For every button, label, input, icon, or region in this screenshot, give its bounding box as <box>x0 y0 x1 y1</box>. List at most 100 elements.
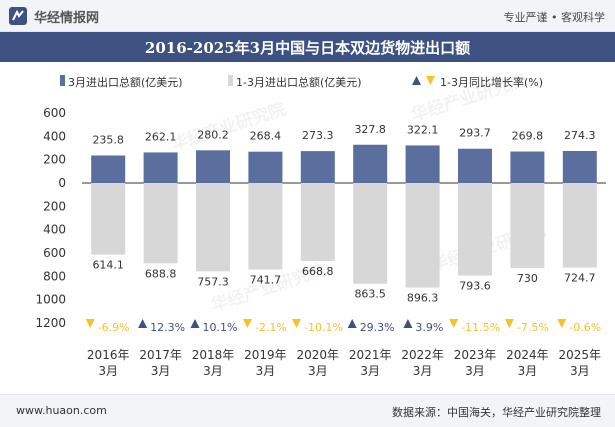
growth-labels: -6.9% 12.3% 10.1% -2.1% -10.1% 29.3% 3.9% -11.5… <box>85 319 601 334</box>
data-label-ytd: 668.8 <box>302 265 334 278</box>
x-tick-label-line: 2022年 <box>401 348 444 362</box>
data-label-month: 293.7 <box>459 127 491 140</box>
data-label-month: 322.1 <box>407 123 439 136</box>
huajing-logo-icon <box>9 7 27 25</box>
growth-label: -11.5% <box>461 321 500 334</box>
bar-ytd <box>143 183 178 264</box>
bars <box>91 144 597 288</box>
data-label-ytd: 793.6 <box>459 280 491 293</box>
title-bar: 2016-2025年3月中国与日本双边货物进出口额 <box>0 32 615 62</box>
legend-label-growth: 1-3月同比增长率(%) <box>440 76 544 89</box>
data-label-ytd: 730 <box>517 272 538 285</box>
x-tick-label: 2017年 3月 <box>139 348 182 378</box>
bar-ytd <box>510 183 545 269</box>
x-tick-label: 2020年 3月 <box>297 348 340 378</box>
bar-month <box>248 151 283 183</box>
bar-ytd <box>562 183 597 268</box>
growth-label: 3.9% <box>415 321 443 334</box>
bar-ytd <box>353 183 388 284</box>
data-label-ytd: 614.1 <box>92 259 124 272</box>
legend-swatch-ytd <box>228 75 233 86</box>
bar-ytd <box>91 183 126 255</box>
x-tick-label: 2019年 3月 <box>244 348 287 378</box>
x-tick-label-line: 3月 <box>465 364 485 378</box>
growth-down-triangle-icon <box>85 319 95 328</box>
y-axis: 600 400 200 0 200 400 600 800 1000 1200 <box>35 106 606 330</box>
watermark: 华经产业研究院 <box>168 98 288 155</box>
legend-label-ytd: 1-3月进出口总额(亿美元) <box>236 76 362 89</box>
x-tick-label-line: 2021年 <box>349 348 392 362</box>
x-tick-label: 2021年 3月 <box>349 348 392 378</box>
x-tick-label: 2022年 3月 <box>401 348 444 378</box>
bar-chart: 华经产业研究院华经产业研究院华经产业研究院华经产业研究院 60040020002… <box>35 69 606 378</box>
y-tick-label: 200 <box>43 153 66 167</box>
x-tick-label-line: 3月 <box>151 364 171 378</box>
x-tick-label-line: 3月 <box>203 364 223 378</box>
growth-label: -0.6% <box>569 321 601 334</box>
growth-up-triangle-icon <box>138 319 148 328</box>
y-tick-label: 400 <box>43 129 66 143</box>
footer: www.huaon.com 数据来源：中国海关，华经产业研究院整理 <box>0 394 615 427</box>
data-label-ytd: 688.8 <box>145 267 177 280</box>
bar-month <box>196 150 230 183</box>
data-label-ytd: 757.3 <box>197 275 229 288</box>
watermark: 华经产业研究院 <box>408 69 528 126</box>
x-tick-label-line: 2023年 <box>454 348 497 362</box>
growth-down-triangle-icon <box>242 319 252 328</box>
growth-label: -7.5% <box>517 321 549 334</box>
growth-label: -10.1% <box>304 321 343 334</box>
chart-legend: 3月进出口总额(亿美元) 1-3月进出口总额(亿美元) 1-3月同比增长率(%) <box>0 68 615 92</box>
top-bar: 华经情报网 专业严谨 • 客观科学 <box>0 0 615 32</box>
growth-up-triangle-icon <box>347 319 357 328</box>
growth-down-triangle-icon <box>504 319 514 328</box>
legend-down-triangle-icon <box>426 76 435 85</box>
data-source: 数据来源：中国海关，华经产业研究院整理 <box>392 406 601 419</box>
y-tick-label: 200 <box>43 199 66 213</box>
bar-ytd <box>196 183 230 272</box>
bar-month <box>300 151 335 183</box>
data-label-ytd: 896.3 <box>407 292 439 305</box>
bar-ytd <box>458 183 492 276</box>
x-tick-label-line: 2018年 <box>192 348 235 362</box>
data-label-month: 268.4 <box>250 130 282 143</box>
growth-down-triangle-icon <box>449 319 459 328</box>
x-tick-label: 2025年 3月 <box>559 348 602 378</box>
slogan: 专业严谨 • 客观科学 <box>503 11 605 24</box>
growth-up-triangle-icon <box>403 319 413 328</box>
data-label-ytd: 724.7 <box>564 272 596 285</box>
data-label-month: 273.3 <box>302 129 334 142</box>
x-tick-label: 2018年 3月 <box>192 348 235 378</box>
y-tick-label: 800 <box>43 269 66 283</box>
bar-ytd <box>405 183 440 288</box>
legend-label-month: 3月进出口总额(亿美元) <box>68 76 183 89</box>
growth-label: 12.3% <box>150 321 185 334</box>
data-label-month: 269.8 <box>512 130 544 143</box>
growth-label: -2.1% <box>255 321 287 334</box>
data-label-month: 274.3 <box>564 129 596 142</box>
data-label-month: 327.8 <box>354 123 386 136</box>
bar-month <box>510 151 545 183</box>
bar-ytd <box>248 183 283 270</box>
x-tick-label-line: 2017年 <box>139 348 182 362</box>
bar-month <box>143 152 178 183</box>
growth-label: 10.1% <box>203 321 238 334</box>
x-tick-label: 2023年 3月 <box>454 348 497 378</box>
data-label-ytd: 741.7 <box>250 274 282 287</box>
y-tick-label: 400 <box>43 223 66 237</box>
y-tick-label: 1200 <box>35 316 66 330</box>
data-label-month: 235.8 <box>92 133 124 146</box>
y-tick-label: 600 <box>43 246 66 260</box>
brand-name: 华经情报网 <box>34 11 100 26</box>
data-label-month: 280.2 <box>197 128 229 141</box>
bar-month <box>405 145 440 183</box>
x-tick-label-line: 3月 <box>360 364 380 378</box>
x-tick-label-line: 3月 <box>518 364 538 378</box>
x-tick-label-line: 2024年 <box>506 348 549 362</box>
growth-down-triangle-icon <box>557 319 567 328</box>
bar-month <box>562 150 597 183</box>
bar-ytd <box>300 183 335 262</box>
x-tick-label-line: 2025年 <box>559 348 602 362</box>
x-tick-label-line: 3月 <box>256 364 276 378</box>
x-tick-label-line: 3月 <box>413 364 433 378</box>
